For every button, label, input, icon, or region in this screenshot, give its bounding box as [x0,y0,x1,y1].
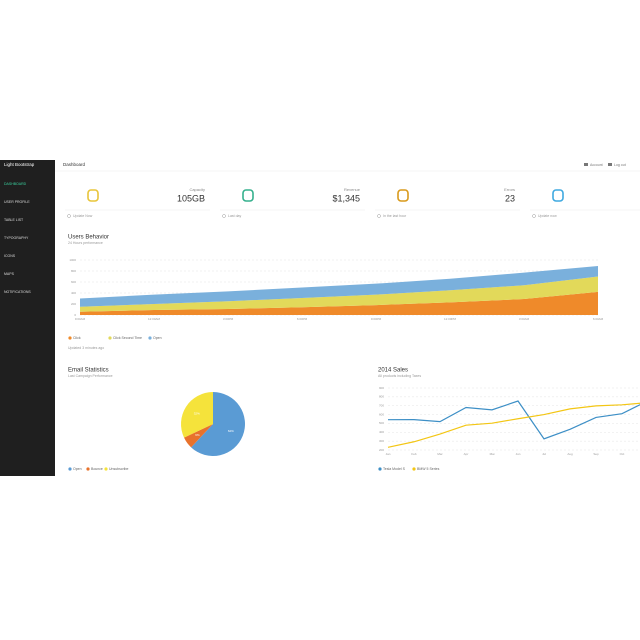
legend-swatch [68,336,72,340]
legend-swatch [68,467,72,471]
y-tick-label: 300 [379,439,384,443]
footer-icon [377,214,381,218]
slice-label: 62% [228,429,234,433]
x-tick-label: Mar [437,452,442,456]
chart-subtitle: 24 Hours performance [68,241,103,245]
pie-slice [191,392,245,456]
stat-label: Capacity [189,187,205,192]
legend-label: BMW 5 Series [417,467,440,471]
x-tick-label: 9:00AM [75,317,86,321]
x-tick-label: Jun [516,452,521,456]
navbar-link[interactable]: Account [590,163,603,167]
slice-label: 6% [195,433,200,437]
stat-icon [242,189,254,202]
chart-title: Users Behavior [68,235,109,241]
x-tick-label: 6:00PM [297,317,308,321]
footer-icon [222,214,226,218]
x-tick-label: Feb [411,452,417,456]
legend-swatch [108,336,112,340]
chart-subtitle: Last Campaign Performance [68,374,113,378]
x-tick-label: Sep [593,452,599,456]
x-tick-label: 6:00AM [593,317,604,321]
stat-value: 105GB [177,193,205,203]
chart-footer: Updated 3 minutes ago [68,346,104,350]
y-tick-label: 400 [71,291,76,295]
x-tick-label: Jan [386,452,391,456]
footer-icon [532,214,536,218]
navbar-link[interactable]: Log out [614,163,626,167]
y-tick-label: 1000 [69,258,76,262]
x-tick-label: Aug [567,452,573,456]
sidebar [0,160,55,476]
y-tick-label: 700 [379,404,384,408]
line [387,402,640,448]
legend-swatch [104,467,108,471]
y-tick-label: 600 [379,412,384,416]
x-tick-label: Apr [464,452,469,456]
link-icon [608,163,612,166]
legend-label: Click [73,336,81,340]
x-tick-label: 3:00PM [223,317,234,321]
y-tick-label: 900 [379,386,384,390]
stat-footer: In the last hour [383,214,407,218]
stat-icon [87,189,99,202]
stat-footer: Update now [538,214,557,218]
stat-icon [397,189,409,202]
legend-label: Open [73,467,82,471]
legend-label: Bounce [91,467,103,471]
chart-title: Email Statistics [68,368,109,374]
nav-item[interactable]: ICONS [4,254,16,258]
chart-title: 2014 Sales [378,368,408,374]
x-tick-label: 12:00PM [444,317,457,321]
y-tick-label: 600 [71,280,76,284]
line [387,400,640,440]
legend-swatch [86,467,90,471]
area [80,276,598,312]
x-tick-label: Jul [542,452,546,456]
link-icon [584,163,588,166]
area [80,266,598,307]
y-tick-label: 400 [379,430,384,434]
navbar-title: Dashboard [63,162,86,167]
nav-item[interactable]: TYPOGRAPHY [4,236,29,240]
nav-item[interactable]: USER PROFILE [4,200,30,204]
legend-label: Unsubscribe [109,467,129,471]
y-tick-label: 800 [379,395,384,399]
stat-footer: Update Now [73,214,93,218]
slice-label: 32% [194,412,200,416]
nav-item[interactable]: MAPS [4,272,15,276]
stat-value: $1,345 [332,193,360,203]
x-tick-label: 12:00AM [148,317,161,321]
legend-swatch [148,336,152,340]
stat-footer: Last day [228,214,241,218]
stat-value: 23 [505,193,515,203]
footer-icon [67,214,71,218]
pie-slice [184,424,213,448]
x-tick-label: 9:00PM [371,317,382,321]
y-tick-label: 800 [71,269,76,273]
stat-label: Revenue [344,187,361,192]
y-tick-label: 500 [379,421,384,425]
x-tick-label: Mai [490,452,495,456]
brand: Light Bootstrap [4,162,35,167]
legend-label: Tesla Model S [383,467,406,471]
chart-subtitle: All products including Taxes [378,374,421,378]
y-tick-label: 200 [379,448,384,452]
nav-item[interactable]: TABLE LIST [4,218,24,222]
nav-item[interactable]: NOTIFICATIONS [4,290,31,294]
stat-icon [552,189,564,202]
x-tick-label: 3:00AM [519,317,530,321]
legend-swatch [378,467,382,471]
nav-item[interactable]: DASHBOARD [4,182,27,186]
x-tick-label: Oct [620,452,625,456]
legend-label: Click Second Time [113,336,142,340]
stat-label: Errors [504,187,515,192]
y-tick-label: 200 [71,302,76,306]
legend-swatch [412,467,416,471]
pie-slice [181,392,213,438]
legend-label: Open [153,336,162,340]
y-tick-label: 0 [74,313,76,317]
